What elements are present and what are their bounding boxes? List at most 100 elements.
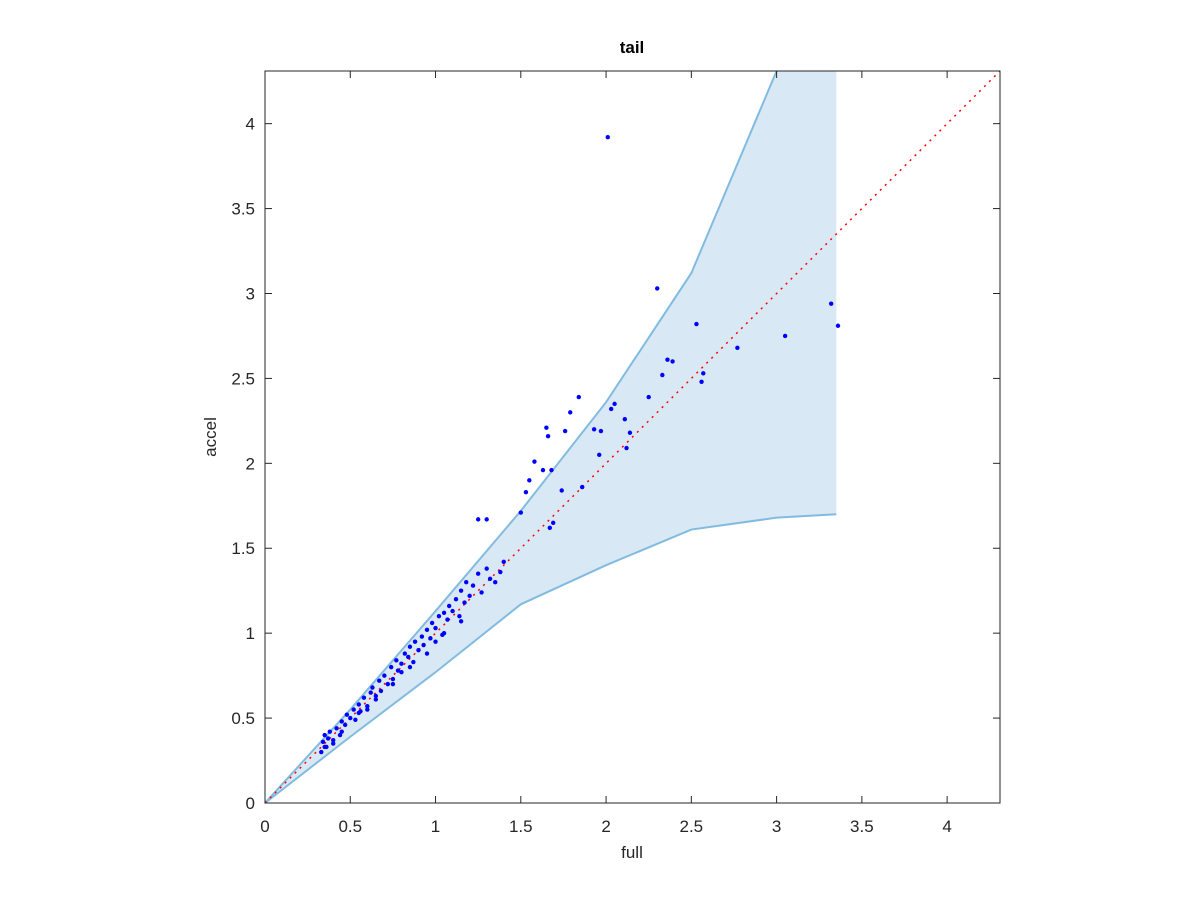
data-point bbox=[385, 681, 390, 687]
x-tick-label: 4 bbox=[942, 817, 951, 836]
data-point bbox=[429, 620, 435, 626]
data-point bbox=[382, 673, 387, 678]
data-point bbox=[591, 427, 597, 432]
band-fill bbox=[265, 71, 837, 803]
data-point bbox=[735, 345, 740, 351]
y-tick-label: 1.5 bbox=[231, 539, 255, 558]
y-tick-label: 3 bbox=[246, 284, 255, 303]
band-upper-edge bbox=[265, 71, 778, 803]
data-point bbox=[598, 428, 604, 434]
data-point bbox=[348, 715, 353, 721]
data-point bbox=[450, 608, 455, 614]
data-point bbox=[484, 517, 489, 522]
data-point bbox=[701, 371, 706, 376]
data-point bbox=[370, 685, 375, 690]
data-point bbox=[545, 433, 551, 439]
data-point bbox=[433, 639, 438, 644]
data-point bbox=[498, 569, 503, 575]
data-point bbox=[344, 712, 350, 717]
data-point bbox=[597, 452, 602, 458]
data-point bbox=[544, 425, 549, 430]
y-tick-label: 0 bbox=[246, 794, 255, 813]
data-point bbox=[320, 739, 326, 745]
data-point bbox=[390, 681, 396, 687]
data-point bbox=[406, 654, 411, 660]
data-point bbox=[394, 658, 399, 663]
data-point bbox=[411, 659, 416, 665]
x-tick-label: 1.5 bbox=[509, 817, 533, 836]
data-point bbox=[540, 467, 546, 473]
data-point bbox=[399, 670, 404, 675]
data-point bbox=[458, 588, 464, 593]
x-tick-label: 2.5 bbox=[680, 817, 704, 836]
data-point bbox=[624, 445, 629, 451]
data-point bbox=[458, 619, 464, 624]
data-point bbox=[356, 702, 361, 707]
data-point bbox=[464, 580, 469, 585]
x-tick-label: 0.5 bbox=[338, 817, 362, 836]
data-point bbox=[441, 610, 447, 615]
data-point bbox=[421, 642, 426, 648]
data-point bbox=[361, 695, 367, 700]
data-point bbox=[828, 301, 834, 306]
data-point bbox=[782, 333, 788, 339]
data-point bbox=[467, 593, 472, 598]
data-point bbox=[446, 603, 452, 609]
data-point bbox=[441, 630, 447, 636]
data-point bbox=[351, 707, 356, 712]
data-point bbox=[549, 467, 554, 473]
data-point bbox=[325, 736, 331, 741]
data-point bbox=[665, 357, 670, 362]
data-point bbox=[377, 678, 382, 683]
data-point bbox=[334, 726, 339, 731]
data-point bbox=[433, 625, 438, 631]
data-point bbox=[416, 647, 421, 653]
data-point bbox=[646, 394, 651, 400]
data-point bbox=[655, 286, 660, 291]
chart-title: tail bbox=[620, 38, 645, 57]
data-point bbox=[835, 323, 841, 328]
data-point bbox=[559, 488, 564, 493]
data-point bbox=[523, 489, 529, 495]
data-point bbox=[322, 732, 327, 738]
data-point bbox=[373, 693, 379, 699]
data-point bbox=[407, 664, 413, 670]
y-axis-label: accel bbox=[201, 417, 220, 457]
data-point bbox=[453, 596, 459, 602]
data-point bbox=[457, 613, 462, 619]
data-point bbox=[532, 459, 537, 464]
data-point bbox=[493, 580, 498, 585]
data-point bbox=[407, 644, 413, 649]
y-tick-label: 2 bbox=[246, 454, 255, 473]
data-point bbox=[605, 135, 610, 140]
data-point bbox=[479, 590, 484, 595]
data-point bbox=[319, 749, 324, 755]
data-point bbox=[388, 664, 394, 670]
data-point bbox=[428, 636, 433, 641]
data-point bbox=[356, 710, 361, 716]
data-point bbox=[337, 732, 343, 738]
data-point bbox=[365, 707, 370, 712]
axes-box bbox=[264, 70, 1001, 804]
data-point bbox=[331, 737, 336, 743]
data-point bbox=[579, 484, 585, 490]
data-point bbox=[487, 576, 493, 582]
data-point bbox=[608, 406, 614, 412]
data-point bbox=[462, 600, 467, 605]
data-point bbox=[660, 372, 665, 378]
data-point bbox=[436, 613, 442, 619]
data-point bbox=[501, 559, 506, 565]
data-point bbox=[699, 379, 704, 385]
data-point bbox=[484, 566, 489, 571]
x-tick-label: 2 bbox=[601, 817, 610, 836]
data-point bbox=[373, 697, 379, 702]
data-point bbox=[378, 688, 384, 694]
y-tick-label: 0.5 bbox=[231, 709, 255, 728]
x-tick-label: 3.5 bbox=[850, 817, 874, 836]
data-point bbox=[365, 703, 370, 709]
band-lower-edge bbox=[265, 513, 837, 803]
x-axis-label: full bbox=[621, 843, 643, 862]
data-point bbox=[339, 719, 344, 724]
plot-area bbox=[265, 71, 1000, 803]
